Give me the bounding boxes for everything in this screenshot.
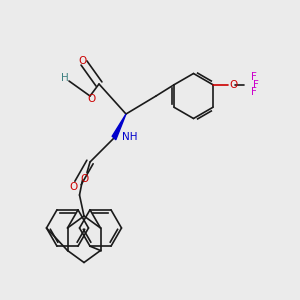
Polygon shape [112,114,126,140]
Text: O: O [80,173,89,184]
Text: O: O [78,56,87,67]
Text: F: F [250,87,256,97]
Text: F: F [250,72,256,82]
Text: O: O [229,80,238,90]
Text: O: O [87,94,96,104]
Text: NH: NH [122,131,137,142]
Text: H: H [61,73,68,83]
Text: F: F [253,80,259,90]
Text: O: O [69,182,78,193]
